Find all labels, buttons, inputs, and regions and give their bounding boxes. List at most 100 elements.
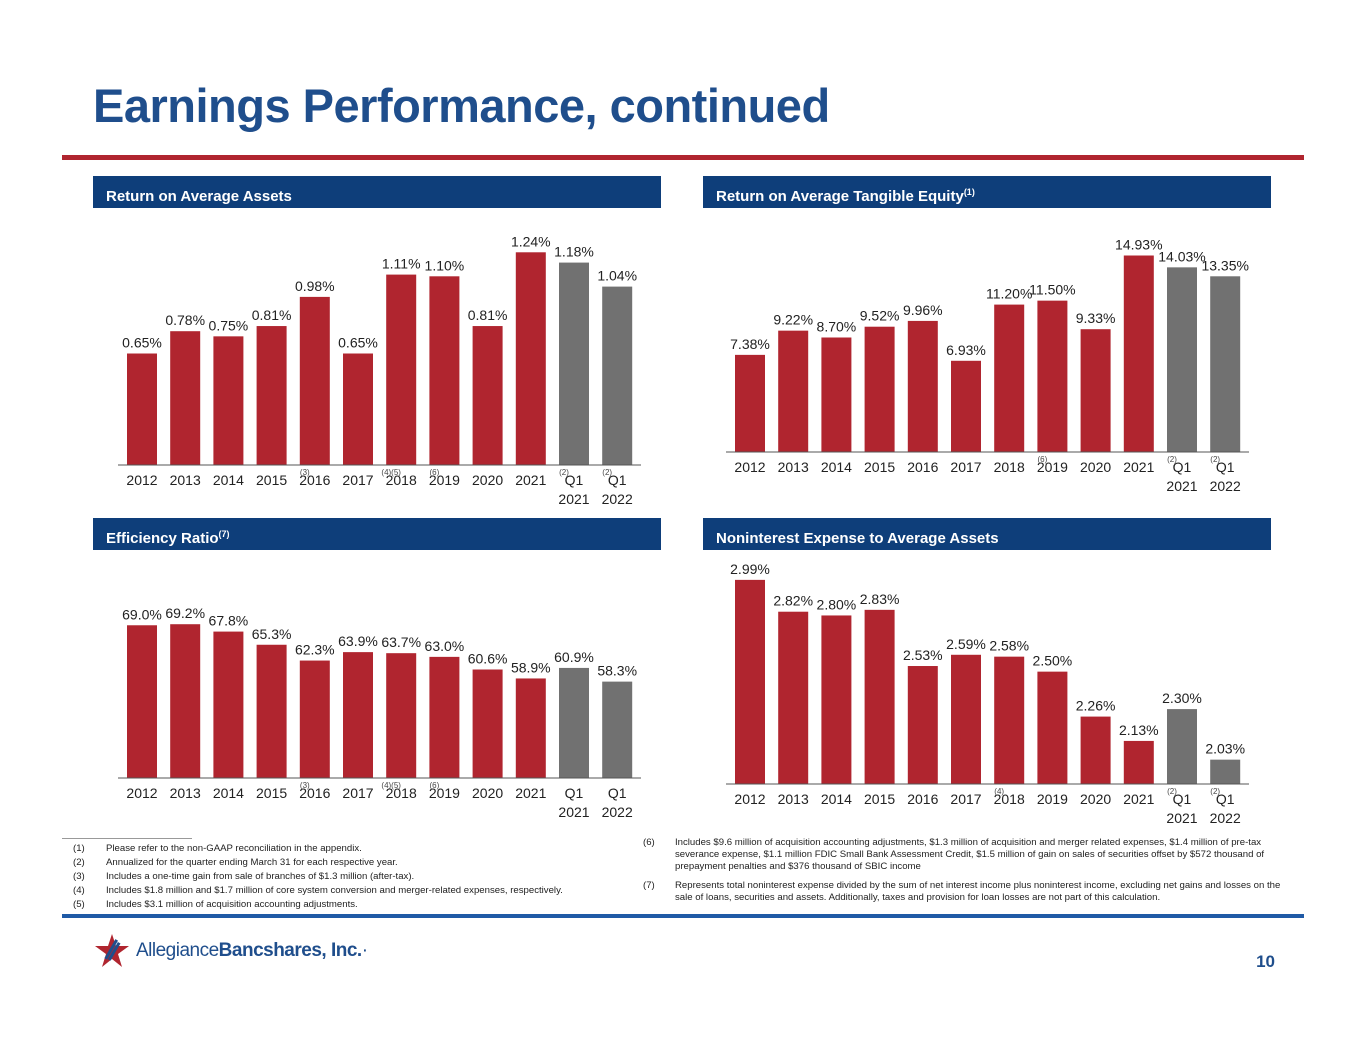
- nie-note-marker: (2): [1167, 787, 1177, 796]
- nie-bar-chart: 2.99% 2012 2.82% 2013 2.80% 2014 2.83% 2015 2.53…: [726, 561, 1249, 826]
- nie-bar: [1123, 740, 1154, 784]
- rotce-panel-header: Return on Average Tangible Equity(1): [703, 176, 1271, 208]
- footnote-1: (1) Please refer to the non-GAAP reconci…: [73, 843, 613, 855]
- efficiency-data-label: 58.9%: [511, 659, 551, 675]
- page-number: 10: [1256, 952, 1275, 971]
- efficiency-category-label: 2015: [256, 785, 287, 801]
- efficiency-bar: [429, 656, 460, 778]
- footnote-number: (7): [643, 880, 655, 891]
- efficiency-data-label: 65.3%: [252, 626, 292, 642]
- efficiency-category-label: 2022: [602, 804, 633, 820]
- footnote-text: Represents total noninterest expense div…: [675, 880, 1281, 903]
- footnote-number: (1): [73, 843, 85, 854]
- efficiency-bar: [386, 653, 417, 778]
- nie-data-label: 2.13%: [1119, 722, 1159, 738]
- rotce-category-label: 2021: [1123, 459, 1154, 475]
- nie-data-label: 2.30%: [1162, 690, 1202, 706]
- efficiency-category-label: 2012: [126, 785, 157, 801]
- nie-category-label: 2018: [994, 791, 1025, 807]
- footer-divider: [62, 914, 1304, 918]
- roaa-category-label: 2015: [256, 472, 287, 488]
- nie-data-label: 2.83%: [860, 591, 900, 607]
- nie-data-label: 2.82%: [773, 593, 813, 609]
- roaa-category-label: 2017: [342, 472, 373, 488]
- efficiency-data-label: 69.2%: [165, 605, 205, 621]
- nie-bar: [1167, 709, 1197, 784]
- nie-bar: [735, 579, 765, 784]
- efficiency-category-label: 2013: [170, 785, 201, 801]
- roaa-note-marker: (4)(5): [381, 468, 401, 477]
- nie-bar: [778, 611, 809, 784]
- roaa-bar: [213, 336, 244, 465]
- rotce-category-label: 2022: [1210, 478, 1241, 494]
- roaa-note-marker: (2): [602, 468, 612, 477]
- roaa-note-marker: (2): [559, 468, 569, 477]
- rotce-data-label: 9.52%: [860, 308, 900, 324]
- roaa-category-label: Q1: [565, 472, 584, 488]
- roaa-category-label: 2018: [386, 472, 417, 488]
- roaa-category-label: 2012: [126, 472, 157, 488]
- roaa-bar: [386, 274, 417, 465]
- nie-category-label: Q1: [1216, 791, 1235, 807]
- nie-bar: [994, 656, 1025, 784]
- efficiency-category-label: 2018: [386, 785, 417, 801]
- rotce-bar: [1210, 276, 1241, 452]
- efficiency-data-label: 63.9%: [338, 633, 378, 649]
- star-logo-icon: [95, 934, 129, 967]
- nie-bar: [864, 609, 895, 784]
- nie-bar: [1210, 759, 1241, 784]
- nie-data-label: 2.53%: [903, 647, 943, 663]
- rotce-category-label: 2013: [778, 459, 809, 475]
- rotce-data-label: 6.93%: [946, 342, 986, 358]
- roaa-data-label: 1.24%: [511, 233, 551, 249]
- footnote-2: (2) Annualized for the quarter ending Ma…: [73, 857, 613, 869]
- nie-category-label: Q1: [1173, 791, 1192, 807]
- footnote-divider: [62, 838, 192, 839]
- rotce-data-label: 8.70%: [817, 318, 857, 334]
- efficiency-data-label: 60.9%: [554, 649, 594, 665]
- roaa-category-label: 2022: [602, 491, 633, 507]
- nie-data-label: 2.59%: [946, 636, 986, 652]
- efficiency-bar: [343, 652, 373, 778]
- nie-category-label: 2021: [1123, 791, 1154, 807]
- footnote-text: Annualized for the quarter ending March …: [106, 857, 398, 868]
- efficiency-category-label: 2016: [299, 785, 330, 801]
- roaa-note-marker: (3): [300, 468, 310, 477]
- company-name: AllegianceBancshares, Inc.·: [136, 940, 368, 962]
- roaa-data-label: 0.81%: [468, 307, 508, 323]
- nie-panel-title: Noninterest Expense to Average Assets: [716, 530, 999, 547]
- rotce-bar: [907, 320, 938, 452]
- roaa-bar: [170, 331, 201, 465]
- efficiency-data-label: 60.6%: [468, 651, 508, 667]
- roaa-bar: [256, 326, 287, 465]
- rotce-bar: [951, 360, 981, 452]
- roaa-bar: [515, 252, 546, 465]
- rotce-bar: [1080, 329, 1111, 452]
- roaa-bar: [343, 353, 373, 465]
- nie-data-label: 2.58%: [989, 638, 1029, 654]
- nie-category-label: 2015: [864, 791, 895, 807]
- rotce-bar: [821, 337, 852, 452]
- nie-note-marker: (2): [1210, 787, 1220, 796]
- rotce-data-label: 13.35%: [1201, 257, 1248, 273]
- nie-category-label: 2014: [821, 791, 852, 807]
- rotce-data-label: 9.33%: [1076, 310, 1116, 326]
- efficiency-data-label: 58.3%: [597, 663, 637, 679]
- roaa-data-label: 1.18%: [554, 244, 594, 260]
- nie-bar: [1037, 671, 1068, 784]
- efficiency-bar: [472, 669, 503, 778]
- nie-category-label: 2013: [778, 791, 809, 807]
- roaa-category-label: Q1: [608, 472, 627, 488]
- efficiency-category-label: 2021: [558, 804, 589, 820]
- roaa-category-label: 2013: [170, 472, 201, 488]
- footnote-number: (5): [73, 899, 85, 910]
- nie-category-label: 2021: [1166, 810, 1197, 826]
- efficiency-category-label: 2021: [515, 785, 546, 801]
- footnote-number: (6): [643, 837, 655, 848]
- roaa-category-label: 2020: [472, 472, 503, 488]
- rotce-bar: [778, 330, 809, 452]
- roaa-bar-chart: 0.65% 2012 0.78% 2013 0.75% 2014 0.81% 2015 0.98…: [118, 233, 641, 507]
- efficiency-category-label: 2019: [429, 785, 460, 801]
- efficiency-category-label: 2014: [213, 785, 244, 801]
- roaa-category-label: 2014: [213, 472, 244, 488]
